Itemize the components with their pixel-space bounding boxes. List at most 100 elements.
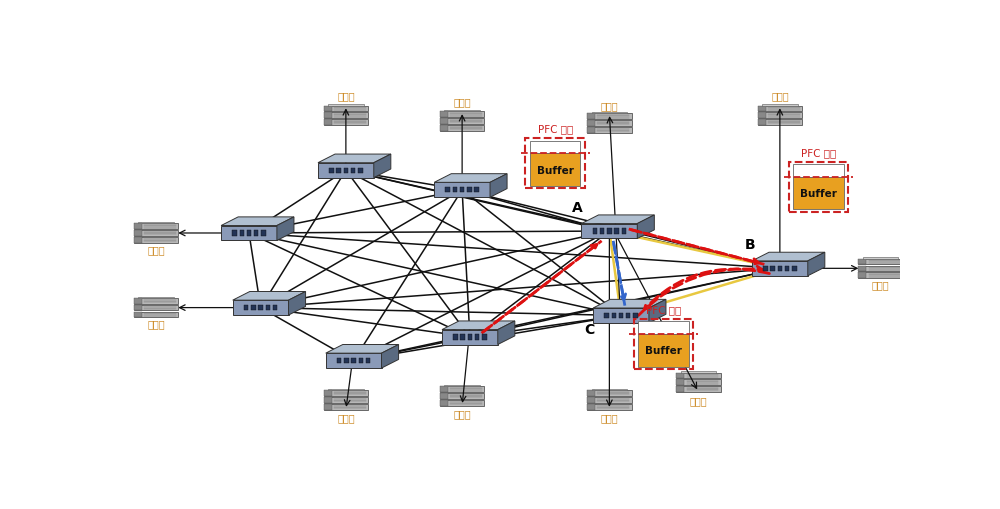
Polygon shape	[614, 229, 619, 234]
Polygon shape	[440, 400, 484, 406]
Polygon shape	[758, 113, 802, 119]
Polygon shape	[681, 372, 716, 373]
Polygon shape	[434, 183, 490, 198]
Polygon shape	[382, 345, 399, 369]
Polygon shape	[676, 380, 684, 385]
Text: Buffer: Buffer	[800, 189, 837, 199]
Polygon shape	[858, 266, 903, 272]
Polygon shape	[858, 273, 903, 278]
Text: C: C	[584, 323, 594, 336]
Polygon shape	[266, 305, 270, 310]
Polygon shape	[324, 113, 368, 119]
Polygon shape	[324, 106, 332, 112]
Polygon shape	[233, 292, 306, 300]
Polygon shape	[676, 386, 684, 392]
Text: 服务器: 服务器	[147, 319, 165, 329]
Polygon shape	[475, 335, 479, 340]
Polygon shape	[808, 253, 825, 276]
Polygon shape	[247, 231, 251, 236]
Polygon shape	[752, 253, 825, 261]
Polygon shape	[324, 390, 332, 396]
Polygon shape	[244, 305, 248, 310]
Polygon shape	[593, 308, 649, 323]
Polygon shape	[587, 121, 595, 127]
Polygon shape	[138, 297, 174, 298]
Polygon shape	[600, 229, 604, 234]
Polygon shape	[770, 266, 775, 271]
Polygon shape	[273, 305, 277, 310]
Polygon shape	[434, 175, 507, 183]
Polygon shape	[752, 261, 808, 276]
Polygon shape	[324, 390, 368, 396]
Polygon shape	[587, 128, 595, 133]
Polygon shape	[277, 217, 294, 241]
Text: Buffer: Buffer	[537, 165, 574, 175]
Polygon shape	[351, 358, 356, 363]
Polygon shape	[444, 111, 480, 112]
Polygon shape	[604, 313, 609, 319]
Polygon shape	[592, 113, 627, 114]
Polygon shape	[221, 217, 294, 226]
Polygon shape	[858, 273, 866, 278]
Polygon shape	[593, 229, 597, 234]
Polygon shape	[633, 313, 638, 319]
Polygon shape	[344, 358, 349, 363]
Polygon shape	[440, 126, 484, 131]
Polygon shape	[134, 238, 142, 243]
Polygon shape	[445, 188, 450, 193]
Polygon shape	[134, 231, 142, 236]
Text: 服务器: 服务器	[690, 395, 707, 405]
Polygon shape	[792, 266, 797, 271]
Polygon shape	[324, 404, 368, 410]
Polygon shape	[638, 322, 689, 334]
Text: 服务器: 服务器	[337, 91, 355, 101]
Polygon shape	[440, 126, 448, 131]
Polygon shape	[638, 334, 689, 367]
Polygon shape	[858, 259, 866, 265]
Polygon shape	[324, 404, 332, 410]
Polygon shape	[318, 155, 391, 163]
Polygon shape	[793, 178, 844, 210]
Text: A: A	[572, 200, 583, 214]
Polygon shape	[328, 389, 364, 390]
Text: 服务器: 服务器	[872, 279, 889, 290]
Polygon shape	[762, 105, 798, 106]
Polygon shape	[134, 224, 178, 230]
Polygon shape	[336, 168, 341, 174]
Polygon shape	[460, 188, 464, 193]
Polygon shape	[232, 231, 237, 236]
Polygon shape	[587, 390, 632, 396]
Polygon shape	[581, 224, 637, 239]
Polygon shape	[468, 335, 472, 340]
Polygon shape	[530, 154, 580, 186]
Polygon shape	[587, 404, 632, 410]
Polygon shape	[358, 168, 363, 174]
Polygon shape	[442, 330, 498, 345]
Polygon shape	[134, 231, 178, 236]
Text: PFC 阈値: PFC 阈値	[801, 148, 836, 158]
Polygon shape	[758, 106, 802, 112]
Polygon shape	[587, 398, 632, 403]
Polygon shape	[134, 305, 178, 311]
Polygon shape	[344, 168, 348, 174]
Polygon shape	[134, 224, 142, 230]
Polygon shape	[233, 300, 289, 316]
Text: PFC 阈値: PFC 阈値	[538, 124, 573, 134]
Polygon shape	[324, 120, 368, 126]
Polygon shape	[329, 168, 334, 174]
Polygon shape	[785, 266, 789, 271]
Polygon shape	[649, 300, 666, 323]
Polygon shape	[460, 335, 465, 340]
Text: 服务器: 服务器	[453, 97, 471, 107]
Polygon shape	[858, 266, 866, 272]
Polygon shape	[619, 313, 623, 319]
Polygon shape	[289, 292, 306, 316]
Polygon shape	[622, 229, 626, 234]
Polygon shape	[758, 120, 766, 126]
Polygon shape	[134, 298, 142, 304]
Polygon shape	[587, 128, 632, 133]
Polygon shape	[676, 386, 721, 392]
Polygon shape	[778, 266, 782, 271]
Text: 服务器: 服务器	[771, 91, 789, 101]
Text: 服务器: 服务器	[453, 409, 471, 419]
